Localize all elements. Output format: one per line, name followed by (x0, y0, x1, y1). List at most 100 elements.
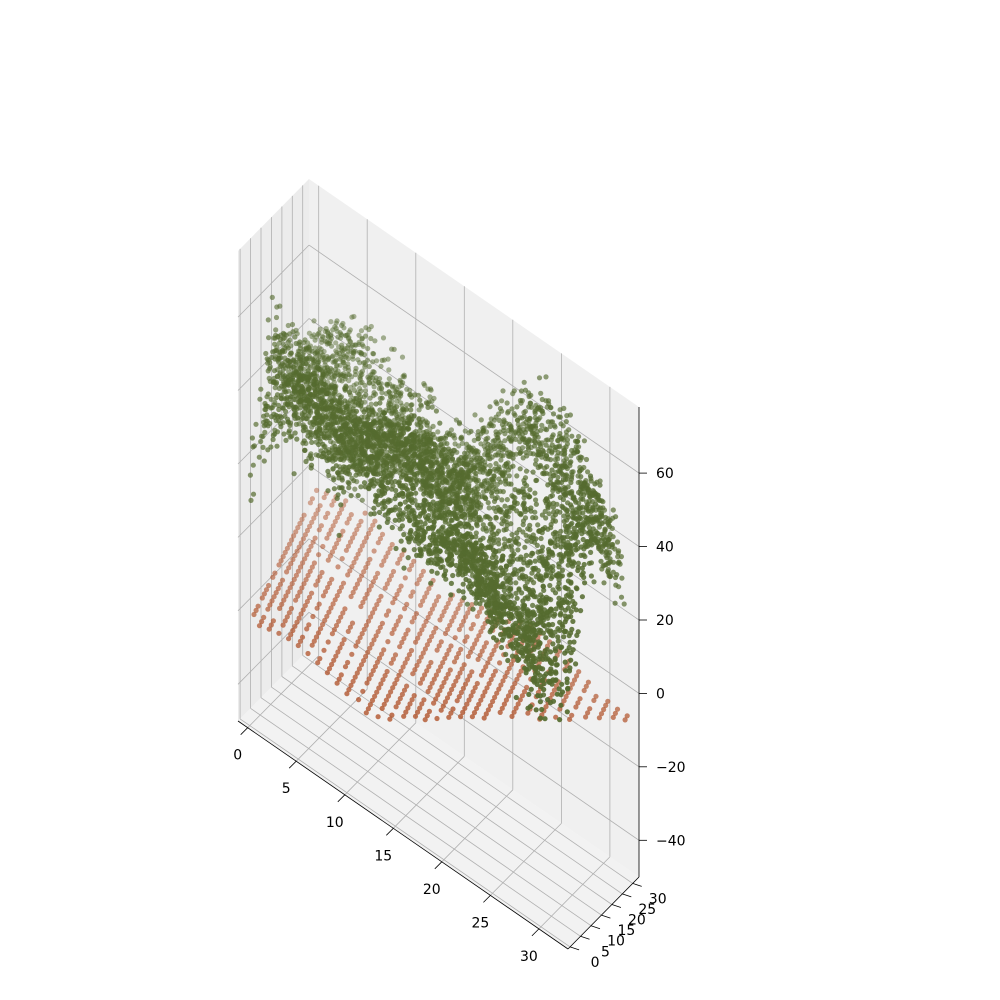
point-green-4736 (580, 510, 586, 516)
point-green-151 (334, 318, 340, 324)
point-green-2654 (564, 441, 571, 447)
point-orange-2317 (408, 647, 415, 654)
point-green-4378 (542, 525, 548, 531)
point-green-2371 (476, 466, 482, 472)
point-orange-3019 (329, 631, 335, 637)
point-green-1239 (273, 327, 279, 333)
point-green-4995 (392, 496, 398, 502)
point-orange-2040 (448, 643, 454, 649)
point-orange-2038 (424, 642, 430, 648)
point-orange-2468 (324, 613, 330, 619)
point-green-3457 (406, 420, 412, 427)
point-orange-624 (282, 549, 288, 556)
point-green-3098 (523, 468, 530, 474)
point-green-296 (324, 328, 331, 335)
point-orange-935 (453, 610, 459, 616)
point-green-4568 (568, 479, 574, 486)
point-green-1636 (478, 417, 484, 423)
point-green-3690 (337, 400, 343, 406)
point-orange-2464 (265, 606, 271, 612)
point-green-2991 (583, 456, 590, 463)
point-orange-1737 (370, 610, 376, 616)
point-green-2783 (492, 446, 498, 452)
point-green-4966 (381, 469, 387, 475)
point-green-474 (396, 395, 402, 401)
point-orange-79 (339, 506, 345, 512)
point-green-2228 (518, 388, 525, 394)
point-green-2929 (528, 424, 534, 430)
point-green-3472 (421, 442, 427, 448)
point-green-2340 (444, 441, 450, 447)
point-green-535 (324, 365, 331, 371)
point-green-4197 (348, 493, 354, 499)
point-orange-1056 (439, 613, 445, 619)
point-green-3348 (290, 404, 297, 410)
point-green-3057 (423, 429, 429, 435)
point-green-3558 (397, 432, 403, 438)
point-orange-2174 (340, 610, 346, 616)
point-green-3969 (333, 414, 339, 420)
point-green-3767 (416, 443, 422, 450)
point-orange-50 (329, 502, 335, 508)
point-green-2140 (487, 456, 493, 462)
point-green-3406 (274, 443, 280, 449)
point-green-245 (312, 337, 318, 343)
point-green-1994 (552, 457, 558, 463)
point-green-440 (370, 351, 377, 357)
point-green-4974 (384, 465, 390, 471)
point-green-3718 (298, 388, 304, 394)
point-green-3652 (305, 386, 311, 393)
point-green-491 (366, 363, 372, 370)
point-orange-173 (297, 520, 303, 527)
point-green-3814 (533, 501, 540, 507)
point-green-4527 (443, 499, 449, 505)
point-green-2114 (475, 436, 481, 442)
point-orange-1566 (313, 582, 319, 588)
point-orange-929 (370, 579, 376, 585)
point-orange-2175 (363, 622, 369, 628)
point-green-1012 (367, 395, 373, 401)
point-orange-418 (359, 543, 365, 549)
point-orange-2485 (583, 683, 589, 689)
point-orange-1889 (426, 638, 433, 644)
point-orange-4878 (387, 716, 393, 722)
point-green-353 (329, 375, 335, 381)
point-green-1913 (496, 417, 502, 423)
point-green-2751 (581, 438, 588, 444)
point-green-191 (339, 322, 345, 328)
point-green-4707 (518, 554, 524, 560)
point-orange-140 (370, 522, 376, 528)
point-green-3905 (346, 409, 352, 415)
point-orange-484 (416, 577, 422, 583)
point-orange-2170 (293, 597, 299, 603)
point-green-4916 (448, 512, 454, 518)
point-green-3281 (560, 435, 566, 441)
point-green-4327 (395, 458, 401, 464)
point-green-3803 (472, 510, 479, 516)
point-green-2258 (525, 444, 531, 450)
point-green-3119 (602, 526, 608, 532)
point-green-665 (373, 375, 379, 381)
point-orange-721 (445, 600, 451, 607)
point-orange-2642 (475, 656, 481, 663)
point-green-4839 (507, 591, 513, 598)
point-green-4822 (374, 493, 380, 500)
point-green-3728 (441, 458, 447, 464)
point-orange-1428 (421, 623, 427, 629)
point-green-4581 (363, 430, 369, 436)
point-green-2993 (247, 472, 253, 478)
point-orange-834 (455, 606, 461, 612)
point-orange-4755 (401, 713, 407, 719)
point-green-2090 (268, 396, 274, 402)
point-orange-1425 (386, 608, 392, 614)
point-green-4262 (326, 472, 332, 478)
point-orange-833 (443, 604, 449, 611)
point-green-3412 (574, 449, 580, 455)
point-green-3239 (298, 377, 304, 383)
point-green-4466 (336, 532, 342, 538)
point-green-332 (368, 335, 374, 342)
point-green-168 (309, 333, 315, 340)
point-orange-1884 (368, 614, 374, 620)
point-orange-927 (347, 568, 353, 574)
point-green-3983 (496, 507, 502, 513)
